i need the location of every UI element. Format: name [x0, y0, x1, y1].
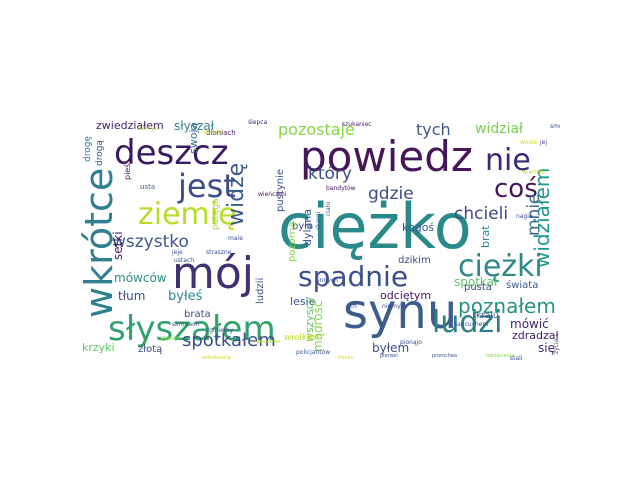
cloud-word: jest [178, 167, 236, 205]
cloud-word: wosie [520, 139, 538, 146]
cloud-word: drogę [83, 136, 93, 162]
cloud-word: setki [111, 231, 125, 260]
cloud-word: pusta [464, 282, 492, 293]
cloud-word: pionąjo [400, 339, 422, 346]
cloud-word: brata [184, 309, 211, 320]
cloud-word: zdradzał [512, 329, 559, 342]
cloud-word: dylana [301, 208, 314, 246]
cloud-word: proroctwa [432, 353, 458, 359]
cloud-word: dziale [204, 129, 222, 136]
cloud-word: deszcz [114, 133, 229, 173]
cloud-word: bandytów [326, 185, 356, 192]
cloud-word: była [292, 221, 314, 232]
cloud-word: nie [485, 143, 531, 178]
cloud-word: zakryte [138, 125, 161, 132]
cloud-word: niemych [382, 303, 408, 310]
cloud-word: ślepca [248, 119, 268, 126]
cloud-word: pozorna [287, 221, 298, 262]
cloud-word: policjantów [296, 349, 331, 356]
cloud-word: krzyki [82, 341, 115, 354]
cloud-word: świata [506, 280, 539, 291]
cloud-word: ludzi [432, 305, 503, 340]
cloud-word: pierwsi [380, 353, 398, 359]
cloud-word: ciężko [278, 190, 472, 263]
cloud-word: dzikim [398, 255, 431, 266]
cloud-word: odciętym [380, 289, 432, 302]
cloud-word: wiśtakością [202, 355, 231, 361]
cloud-word: wieńcami [258, 191, 287, 198]
cloud-word: spadnie [298, 260, 409, 293]
cloud-word: słyszałem [108, 309, 276, 349]
cloud-word: mówców [114, 271, 167, 285]
cloud-word: tych [416, 120, 451, 139]
cloud-word: spotkałem [182, 330, 276, 351]
cloud-word: widzę [224, 162, 249, 226]
cloud-word: ich [348, 303, 357, 310]
cloud-word: kraju [476, 311, 499, 321]
cloud-word: zawodowe [254, 339, 281, 345]
cloud-word: się [538, 341, 555, 355]
cloud-word: synu [343, 284, 458, 340]
cloud-word: wielkim [284, 333, 319, 343]
cloud-word: skronach [172, 321, 200, 328]
cloud-word: maie [228, 235, 243, 242]
cloud-word: zwiedziałem [96, 119, 164, 132]
cloud-word: sancuchem [454, 321, 489, 328]
cloud-word: ludzii [255, 277, 266, 304]
cloud-word: coś [494, 174, 538, 204]
cloud-word: gdzie [368, 184, 414, 204]
cloud-word: mój [172, 248, 255, 299]
cloud-word: powiedz [300, 132, 473, 181]
cloud-word: pozostaje [278, 120, 355, 139]
cloud-word: lesie [290, 295, 316, 308]
cloud-word: życia [553, 338, 560, 354]
cloud-word: ziemię [138, 197, 237, 232]
cloud-word: kogoś [402, 221, 435, 234]
cloud-word: swoją [187, 122, 200, 154]
cloud-word: ustach [174, 257, 195, 264]
cloud-word: wszystko [112, 232, 189, 252]
cloud-word: stango [160, 335, 181, 342]
cloud-word: nagie [516, 213, 533, 220]
cloud-word: stali [510, 355, 523, 362]
cloud-word: smoki [550, 123, 560, 130]
cloud-word: widział [475, 121, 524, 137]
cloud-word: tłum [118, 289, 146, 303]
cloud-word: potęga [211, 198, 221, 230]
cloud-word: poznałem [458, 294, 556, 318]
cloud-word: szukaniec [342, 121, 372, 128]
cloud-word: zginiemy [206, 327, 234, 334]
cloud-word: drogą [95, 140, 105, 166]
cloud-word: straszne [206, 249, 232, 256]
cloud-word: chcieli [454, 204, 509, 224]
cloud-word: innych [318, 277, 338, 284]
cloud-word: jeje [172, 249, 183, 256]
cloud-word: jej [540, 139, 548, 146]
cloud-word: mroku [338, 355, 354, 361]
cloud-word: skargi [315, 211, 322, 230]
cloud-word: wiemki [522, 169, 544, 176]
cloud-word: brat [479, 225, 492, 248]
cloud-word: słyszał [174, 119, 215, 133]
cloud-word: ciężki [458, 249, 543, 284]
cloud-word: dłoniach [206, 129, 236, 137]
cloud-word: pieś [123, 163, 132, 180]
cloud-word: usta [140, 183, 156, 191]
cloud-word: złotą [138, 344, 163, 355]
cloud-word: ciało [325, 201, 332, 216]
cloud-word: odcięcienia [486, 353, 515, 359]
cloud-word: byłeś [168, 289, 203, 304]
cloud-word: mówić [510, 317, 549, 331]
cloud-word: spotkał [454, 275, 498, 289]
cloud-word: który [308, 164, 352, 184]
cloud-word: byłem [372, 341, 410, 355]
word-cloud: ciężko powiedz nie mój synu wkrótce słys… [80, 118, 560, 363]
